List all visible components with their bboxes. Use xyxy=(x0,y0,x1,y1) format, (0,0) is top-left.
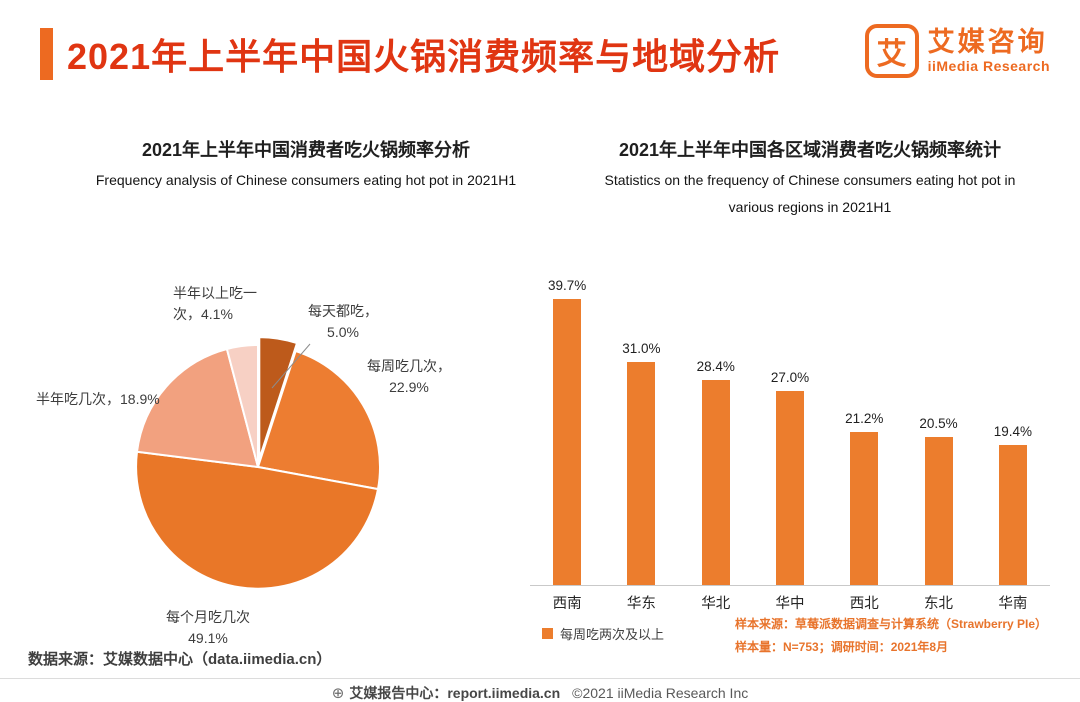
footer-copyright: ©2021 iiMedia Research Inc xyxy=(572,685,749,701)
logo-text: 艾媒咨询 iiMedia Research xyxy=(927,26,1050,75)
bar-column-1: 31.0% xyxy=(604,341,678,585)
bar-column-0: 39.7% xyxy=(530,278,604,585)
bar xyxy=(553,299,582,585)
bar-category-label: 华北 xyxy=(701,596,731,612)
bar-category-label: 东北 xyxy=(924,596,954,612)
bar-column-3: 27.0% xyxy=(753,369,827,585)
bar-value-label: 27.0% xyxy=(770,369,810,385)
logo-name-cn: 艾媒咨询 xyxy=(927,26,1048,57)
pie-label-line: 半年以上吃一 xyxy=(173,285,257,301)
logo-name-en: iiMedia Research xyxy=(927,58,1050,75)
bar-category-label: 华东 xyxy=(626,596,656,612)
pie-chart-title: 2021年上半年中国消费者吃火锅频率分析 xyxy=(141,140,471,160)
footer-divider xyxy=(0,678,1080,679)
pie-label-line: 每天都吃， xyxy=(308,303,378,319)
iimedia-logo-icon: 艾 xyxy=(864,24,919,78)
bar-value-label: 28.4% xyxy=(696,359,735,375)
pie-label-line: 22.9% xyxy=(389,379,429,395)
bar-chart-subtitle-line2: various regions in 2021H1 xyxy=(728,199,892,215)
bar-value-label: 39.7% xyxy=(548,278,587,293)
pie-slice-2 xyxy=(135,450,380,590)
bar-category-label: 华南 xyxy=(998,596,1028,612)
pie-label-line: 每个月吃几次 xyxy=(166,609,250,625)
bar-category-label: 西北 xyxy=(849,596,879,612)
pie-label-4: 半年以上吃一 次，4.1% xyxy=(173,283,273,325)
pie-leader-line xyxy=(271,343,311,389)
data-source-note: 数据来源：艾媒数据中心（data.iimedia.cn） xyxy=(28,651,332,668)
bar xyxy=(924,437,953,585)
bar-value-label: 20.5% xyxy=(919,416,958,432)
logo-icon-char: 艾 xyxy=(876,38,907,71)
bar-column-4: 21.2% xyxy=(827,411,901,585)
pie-label-line: 5.0% xyxy=(327,324,359,340)
x-axis-line xyxy=(530,585,1050,586)
bar-chart-subtitle-line1: Statistics on the frequency of Chinese c… xyxy=(604,172,1016,188)
bar-chart-subtitle: Statistics on the frequency of Chinese c… xyxy=(560,167,1060,221)
bar-category-label: 西南 xyxy=(552,596,582,612)
bar-legend: 每周吃两次及以上 xyxy=(542,624,664,643)
page-title: 2021年上半年中国火锅消费频率与地域分析 xyxy=(67,36,781,77)
pie-slice-1 xyxy=(256,349,381,491)
bar-chart-title: 2021年上半年中国各区域消费者吃火锅频率统计 xyxy=(618,140,1002,160)
bar-category-labels: 西南 华东 华北 华中 西北 东北 华南 xyxy=(530,592,1050,613)
legend-label: 每周吃两次及以上 xyxy=(560,627,665,642)
bar-columns: 39.7% 31.0% 28.4% 27.0% 21.2% 20.5% 19.4% xyxy=(530,268,1050,585)
bar xyxy=(701,380,730,585)
pie-chart xyxy=(135,336,381,590)
pie-label-3: 半年吃几次，18.9% xyxy=(36,389,196,410)
bar-column-2: 28.4% xyxy=(679,359,753,585)
bar xyxy=(998,445,1027,585)
bar-column-5: 20.5% xyxy=(901,416,975,585)
bar-value-label: 31.0% xyxy=(622,340,661,356)
bar xyxy=(850,432,879,585)
sample-source-line2: 样本量：N=753；调研时间：2021年8月 xyxy=(735,640,949,654)
bar-value-label: 21.2% xyxy=(845,411,884,427)
bar-chart: 39.7% 31.0% 28.4% 27.0% 21.2% 20.5% 19.4% 西南 华东… xyxy=(530,268,1050,618)
footer: ⊕ 艾媒报告中心：report.iimedia.cn ©2021 iiMedia R… xyxy=(0,683,1080,702)
pie-label-line: 半年吃几次，18.9% xyxy=(36,391,160,407)
bar-value-label: 19.4% xyxy=(993,424,1032,440)
title-accent-bar xyxy=(40,28,53,80)
pie-label-line: 每周吃几次， xyxy=(367,358,451,374)
pie-label-2: 每个月吃几次 49.1% xyxy=(147,607,269,649)
sample-source-note: 样本来源：草莓派数据调查与计算系统（Strawberry PIe） 样本量：N=… xyxy=(735,613,1047,659)
brand-logo: 艾 艾媒咨询 iiMedia Research xyxy=(864,24,1050,78)
bar xyxy=(627,361,656,585)
pie-label-1: 每周吃几次， 22.9% xyxy=(363,356,455,398)
sample-source-line1: 样本来源：草莓派数据调查与计算系统（Strawberry PIe） xyxy=(735,617,1048,631)
pie-chart-subtitle: Frequency analysis of Chinese consumers … xyxy=(95,172,517,188)
footer-site-text: 艾媒报告中心：report.iimedia.cn xyxy=(349,685,561,701)
pie-slice-4 xyxy=(225,343,259,468)
pie-label-line: 次，4.1% xyxy=(173,306,233,322)
bar-column-6: 19.4% xyxy=(976,424,1050,585)
pie-slice-3 xyxy=(135,347,260,469)
globe-icon: ⊕ xyxy=(331,685,345,702)
legend-swatch xyxy=(542,628,553,639)
pie-slice-0 xyxy=(258,336,299,460)
bar xyxy=(775,390,804,585)
pie-label-line: 49.1% xyxy=(188,630,228,646)
bar-category-label: 华中 xyxy=(775,596,805,612)
pie-label-0: 每天都吃， 5.0% xyxy=(301,301,385,343)
